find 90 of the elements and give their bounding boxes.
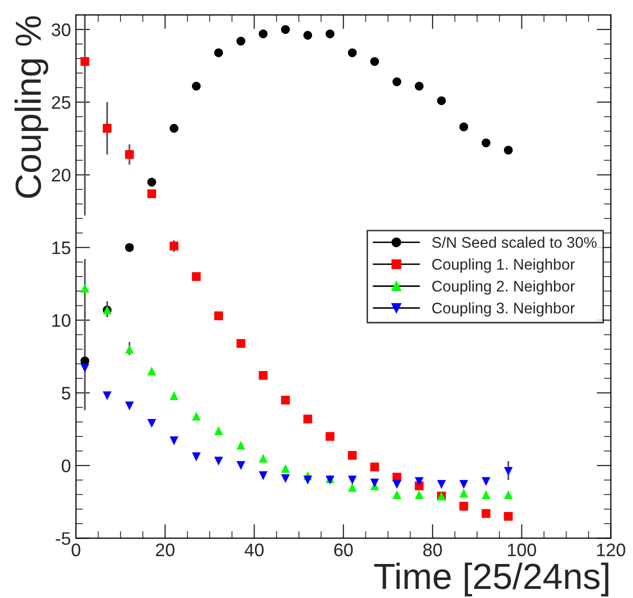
point — [482, 490, 490, 499]
point — [258, 454, 268, 463]
x-tick-label: 0 — [72, 544, 80, 556]
point — [170, 391, 178, 400]
point — [80, 284, 90, 293]
point — [392, 77, 402, 86]
legend-label: Coupling 1. Neighbor — [432, 258, 575, 273]
point — [170, 242, 178, 250]
x-tick-label: 100 — [508, 544, 536, 556]
point — [214, 426, 223, 436]
point — [281, 474, 290, 483]
point — [192, 452, 201, 462]
point — [504, 490, 513, 499]
point — [125, 402, 134, 410]
point — [125, 243, 134, 252]
point — [504, 146, 513, 155]
point — [214, 311, 223, 320]
point — [236, 440, 246, 450]
y-tick-label: 10 — [52, 314, 70, 327]
point — [370, 478, 379, 488]
point — [258, 29, 268, 38]
point — [326, 29, 334, 38]
point — [348, 482, 357, 492]
x-tick-label: 40 — [244, 544, 264, 556]
point — [437, 96, 446, 106]
y-tick-label: 25 — [52, 96, 70, 109]
point — [459, 122, 468, 132]
point — [125, 344, 134, 354]
point — [482, 509, 490, 518]
point — [414, 82, 424, 91]
point — [414, 477, 424, 486]
point — [80, 364, 90, 373]
point — [258, 371, 268, 380]
point — [192, 272, 201, 281]
point — [236, 36, 246, 46]
y-tick-label: 5 — [62, 386, 70, 400]
y-tick-label: 0 — [62, 459, 70, 472]
y-tick-label: 30 — [52, 23, 70, 36]
x-tick-label: 60 — [334, 544, 353, 556]
point — [370, 462, 379, 472]
y-tick-label: 15 — [52, 242, 70, 254]
point — [147, 418, 156, 428]
point — [102, 391, 112, 400]
point — [236, 461, 246, 470]
point — [170, 124, 178, 133]
point — [482, 477, 490, 486]
point — [504, 466, 513, 476]
x-tick-label: 80 — [423, 544, 442, 556]
point — [214, 456, 223, 466]
point — [147, 178, 156, 186]
point — [125, 150, 134, 159]
point — [303, 414, 312, 424]
point — [414, 490, 424, 499]
point — [281, 464, 290, 473]
point — [459, 488, 468, 498]
point — [147, 366, 156, 376]
point — [370, 57, 379, 66]
point — [214, 48, 223, 58]
legend-label: Coupling 3. Neighbor — [432, 302, 575, 317]
point — [392, 480, 402, 489]
point — [147, 189, 156, 198]
y-axis-title: Coupling % — [14, 16, 48, 198]
point — [348, 476, 357, 484]
legend-label: Coupling 2. Neighbor — [432, 280, 575, 295]
point — [102, 124, 112, 133]
point — [459, 502, 468, 511]
legend-label: S/N Seed scaled to 30% — [432, 236, 597, 248]
point — [192, 412, 201, 420]
point — [281, 25, 290, 34]
x-axis-title: Time [25/24ns] — [374, 562, 608, 596]
point — [281, 396, 290, 405]
point — [236, 339, 246, 348]
y-tick-label: -5 — [56, 532, 70, 545]
y-tick-label: 20 — [52, 168, 70, 182]
point — [303, 30, 312, 40]
x-tick-label: 20 — [156, 544, 174, 556]
point — [459, 480, 468, 489]
point — [192, 82, 201, 91]
point — [482, 138, 490, 148]
point — [504, 512, 513, 521]
point — [303, 476, 312, 484]
point — [392, 490, 402, 499]
point — [348, 48, 357, 58]
point — [258, 471, 268, 480]
point — [326, 432, 334, 441]
x-tick-label: 120 — [597, 544, 626, 556]
point — [170, 436, 178, 446]
point — [348, 450, 357, 460]
point — [80, 57, 90, 66]
point — [437, 480, 446, 489]
